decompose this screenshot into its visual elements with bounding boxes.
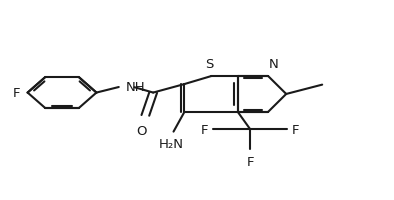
Text: S: S — [205, 58, 213, 71]
Text: NH: NH — [126, 81, 145, 94]
Text: O: O — [136, 124, 147, 137]
Text: H₂N: H₂N — [159, 137, 184, 150]
Text: N: N — [269, 58, 279, 71]
Text: F: F — [292, 123, 299, 136]
Text: F: F — [13, 87, 20, 100]
Text: F: F — [247, 155, 254, 168]
Text: F: F — [201, 123, 209, 136]
